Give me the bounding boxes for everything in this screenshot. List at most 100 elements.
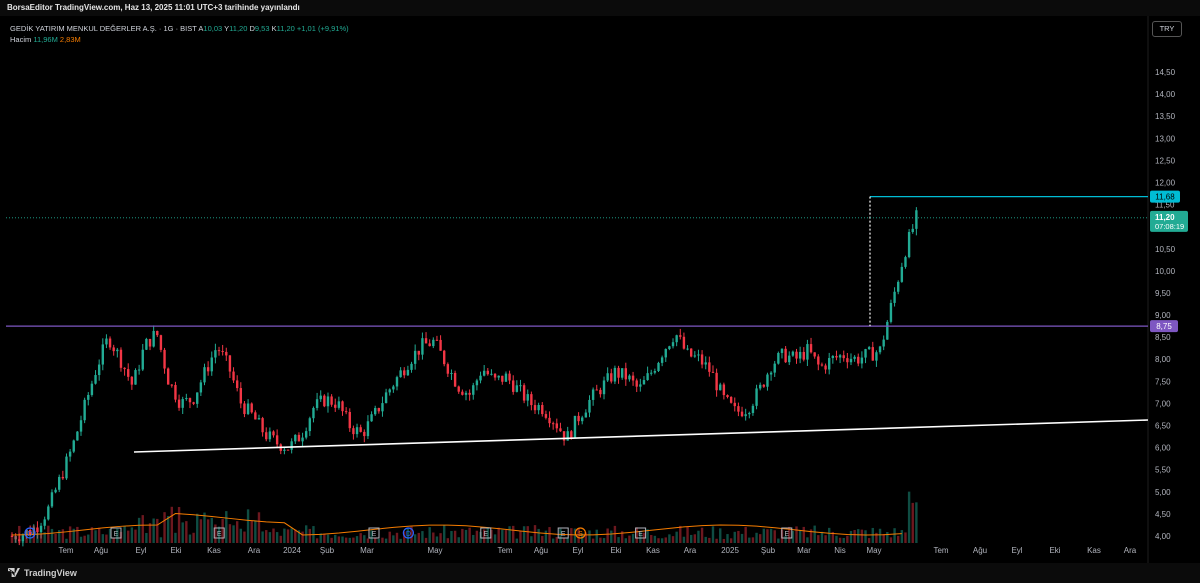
candle-body: [875, 352, 878, 361]
candle-body: [174, 385, 177, 400]
volume-bar: [239, 528, 243, 543]
candle-body: [243, 403, 246, 415]
chart-area[interactable]: [6, 16, 1148, 543]
candle-body: [468, 392, 471, 395]
volume-bar: [134, 529, 137, 543]
candle-body: [112, 347, 115, 352]
publish-bar: BorsaEditor TradingView.com, Haz 13, 202…: [0, 0, 1200, 16]
y-tick-label: 13,50: [1155, 112, 1176, 121]
volume-bar: [366, 538, 370, 543]
candle-body: [512, 380, 515, 392]
candle-body: [751, 405, 755, 413]
x-tick-label: Ara: [1124, 546, 1137, 555]
candle-body: [21, 535, 25, 542]
volume-bar: [417, 532, 420, 543]
volume-bar: [497, 527, 500, 543]
volume-bar: [806, 537, 809, 543]
event-marker-label: E: [372, 531, 377, 538]
candle-body: [915, 210, 918, 229]
volume-bar: [181, 522, 184, 543]
volume-bar: [90, 527, 94, 543]
volume-bar: [443, 525, 446, 543]
volume-bar: [657, 538, 660, 543]
candle-body: [413, 350, 417, 364]
volume-bar: [36, 532, 39, 543]
candle-body: [156, 330, 159, 336]
candle-body: [206, 367, 210, 372]
candle-body: [10, 536, 14, 537]
volume-bar: [795, 526, 798, 543]
candle-body: [711, 371, 715, 373]
candle-body: [533, 405, 537, 411]
candle-body: [846, 358, 849, 363]
candle-body: [657, 362, 660, 372]
candle-body: [32, 527, 35, 535]
volume-bar: [388, 531, 391, 543]
candle-body: [355, 427, 359, 435]
x-tick-label: May: [427, 546, 442, 555]
candle-body: [719, 384, 722, 391]
candle-body: [395, 377, 399, 387]
volume-bar: [490, 529, 493, 543]
candle-body: [94, 375, 97, 384]
target-label: 11,68: [1155, 193, 1175, 202]
volume-bar: [348, 537, 351, 543]
countdown-label: 07:08:19: [1155, 222, 1184, 231]
candle-body: [275, 435, 279, 445]
volume-bar: [849, 530, 853, 543]
volume-bar: [588, 530, 591, 543]
dividend-marker: [24, 527, 36, 539]
candle-body: [28, 529, 32, 535]
volume-bar: [156, 518, 159, 543]
candle-body: [370, 414, 373, 422]
candle-body: [504, 373, 508, 382]
candle-body: [559, 428, 562, 432]
y-tick-label: 10,00: [1155, 267, 1176, 276]
volume-bar: [820, 531, 824, 543]
y-tick-label: 8,00: [1155, 355, 1171, 364]
volume-bar: [700, 527, 704, 543]
volume-bar: [123, 526, 126, 543]
candle-body: [254, 412, 257, 420]
candle-body: [907, 232, 911, 258]
volume-bar: [519, 531, 522, 543]
volume-bar: [715, 538, 718, 543]
volume-bar: [886, 532, 889, 543]
currency-button[interactable]: TRY: [1152, 21, 1182, 37]
volume-bar: [802, 526, 805, 543]
y-tick-label: 9,50: [1155, 289, 1171, 298]
candle-body: [366, 421, 370, 437]
volume-bar: [203, 512, 206, 543]
candle-body: [116, 349, 119, 352]
candle-body: [784, 348, 787, 363]
candle-body: [722, 384, 726, 396]
candle-body: [453, 373, 457, 387]
volume-bar: [853, 530, 856, 543]
candle-body: [308, 418, 312, 432]
volume-bar: [283, 528, 286, 543]
candle-body: [435, 339, 439, 341]
candle-body: [878, 346, 882, 353]
candle-body: [577, 415, 580, 422]
volume-bar: [893, 528, 896, 543]
volume-bar: [541, 536, 544, 543]
volume-bar: [635, 527, 638, 543]
candle-body: [806, 344, 809, 360]
candle-body: [817, 356, 820, 365]
candle-body: [403, 370, 406, 376]
volume-bar: [784, 536, 787, 543]
earnings-marker: [781, 527, 793, 539]
candle-body: [762, 384, 766, 387]
volume-bar: [722, 538, 726, 543]
volume-bar: [653, 535, 657, 543]
candle-body: [250, 403, 253, 413]
volume-bar: [911, 502, 914, 543]
volume-bar: [733, 531, 736, 543]
volume-bar: [846, 535, 849, 543]
volume-bar: [591, 538, 595, 543]
candle-body: [591, 389, 595, 400]
x-tick-label: Ağu: [534, 546, 548, 555]
volume-bar: [272, 528, 275, 543]
volume-bar: [758, 534, 762, 543]
